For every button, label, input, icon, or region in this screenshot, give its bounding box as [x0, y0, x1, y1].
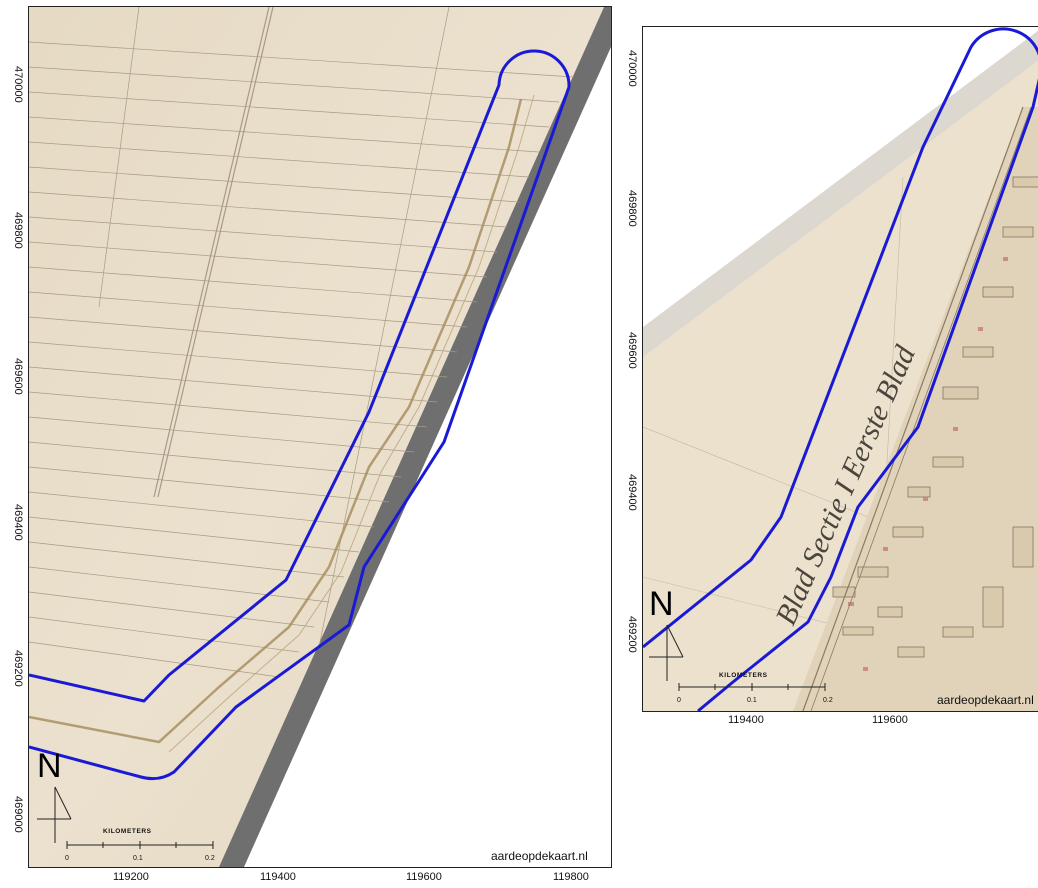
- y-tick-label: 469400: [12, 504, 24, 541]
- x-tick-label: 119200: [113, 871, 149, 883]
- dike-path: [29, 98, 523, 744]
- right-map-panel: Blad Sectie I Eerste Blad N KILOMETERS 0…: [620, 0, 1038, 740]
- study-area-outline: [29, 49, 571, 781]
- map-credit: aardeopdekaart.nl: [937, 693, 1034, 707]
- y-tick-label: 469200: [626, 616, 638, 653]
- y-tick-label: 470000: [12, 66, 24, 103]
- y-tick-label: 469400: [626, 474, 638, 511]
- scalebar-title: KILOMETERS: [719, 672, 768, 679]
- x-tick-label: 119400: [260, 871, 296, 883]
- scalebar-label-0.1: 0.1: [747, 697, 757, 704]
- y-tick-label: 469800: [12, 212, 24, 249]
- y-tick-label: 469600: [12, 358, 24, 395]
- north-arrow-icon: [649, 624, 684, 681]
- x-tick-label: 119400: [728, 714, 764, 726]
- north-arrow-icon: [37, 786, 72, 843]
- y-tick-label: 469800: [626, 190, 638, 227]
- sheet-edge-shadow: [219, 7, 611, 867]
- study-area-outline: [643, 27, 1038, 711]
- right-map-frame[interactable]: Blad Sectie I Eerste Blad N KILOMETERS 0…: [642, 26, 1038, 712]
- built-up-strip: [793, 106, 1038, 711]
- y-tick-label: 469600: [626, 332, 638, 369]
- scalebar: [66, 841, 214, 849]
- y-tick-label: 469000: [12, 796, 24, 833]
- scalebar-label-0.2: 0.2: [205, 855, 215, 862]
- x-tick-label: 119800: [553, 871, 589, 883]
- scalebar-label-0: 0: [677, 697, 681, 704]
- y-tick-label: 469200: [12, 650, 24, 687]
- left-map-panel: N KILOMETERS 0 0.1 0.2 aardeopdekaart.nl…: [12, 6, 612, 883]
- y-tick-label: 470000: [626, 50, 638, 87]
- parchment-sheet: [29, 7, 604, 867]
- north-arrow-letter: N: [649, 585, 674, 623]
- right-map-image: Blad Sectie I Eerste Blad: [643, 27, 1038, 711]
- left-map-image: [29, 7, 611, 867]
- left-map-frame[interactable]: N KILOMETERS 0 0.1 0.2 aardeopdekaart.nl: [28, 6, 612, 868]
- scalebar-label-0.1: 0.1: [133, 855, 143, 862]
- scalebar-label-0.2: 0.2: [823, 697, 833, 704]
- map-credit: aardeopdekaart.nl: [491, 849, 588, 863]
- scalebar-title: KILOMETERS: [103, 828, 152, 835]
- x-tick-label: 119600: [406, 871, 442, 883]
- scalebar-label-0: 0: [65, 855, 69, 862]
- north-arrow-letter: N: [37, 747, 62, 785]
- x-tick-label: 119600: [872, 714, 908, 726]
- scalebar: [678, 683, 826, 691]
